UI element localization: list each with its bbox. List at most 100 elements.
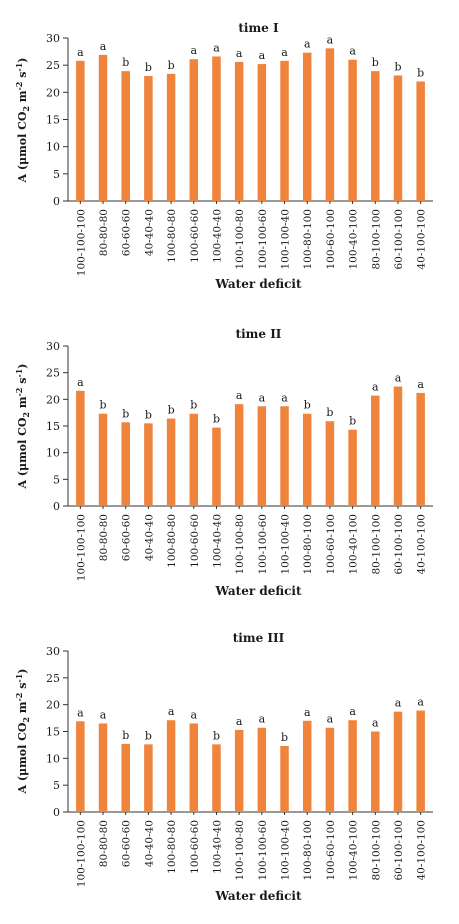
x-tick-label: 40-40-40 [143, 820, 155, 867]
bar [98, 413, 108, 506]
bar [416, 392, 425, 506]
x-tick-label: 60-100-100 [393, 820, 405, 881]
bar [325, 727, 335, 812]
x-tick-label: 80-100-100 [370, 820, 382, 881]
bar [393, 386, 403, 506]
bar [144, 744, 153, 812]
significance-letter: b [304, 399, 311, 412]
x-tick-label: 100-100-80 [234, 820, 246, 881]
y-tick-label: 20 [46, 393, 60, 406]
x-tick-label: 60-100-100 [393, 514, 405, 575]
x-tick-label: 100-40-100 [348, 820, 360, 881]
x-tick-label: 100-40-100 [348, 209, 360, 270]
bar [371, 395, 380, 506]
bar [212, 56, 221, 202]
bar [212, 427, 221, 506]
bar [325, 48, 335, 201]
x-tick-label: 100-60-60 [189, 514, 201, 568]
bar [121, 71, 130, 201]
bar [280, 60, 289, 201]
significance-letter: b [168, 59, 175, 72]
x-tick-label: 60-60-60 [121, 820, 133, 867]
significance-letter: a [100, 40, 107, 53]
significance-letter: a [281, 391, 288, 404]
significance-letter: a [259, 391, 266, 404]
x-tick-label: 40-100-100 [416, 209, 428, 270]
significance-letter: b [100, 399, 107, 412]
bar [302, 720, 312, 812]
bar [144, 76, 153, 201]
x-tick-label: 80-80-80 [98, 820, 110, 867]
bar [144, 423, 153, 506]
bar [257, 406, 267, 506]
bar [166, 720, 176, 812]
significance-letter: b [145, 408, 152, 421]
bar [257, 727, 267, 812]
chart-title: time I [238, 21, 279, 35]
chart-title: time III [233, 631, 285, 645]
significance-letter: b [417, 66, 424, 79]
y-tick-label: 15 [46, 726, 60, 739]
y-tick-label: 15 [46, 420, 60, 433]
x-tick-label: 80-100-100 [370, 209, 382, 270]
significance-letter: a [349, 705, 356, 718]
x-tick-label: 100-100-60 [257, 820, 269, 881]
bar [189, 413, 199, 506]
significance-letter: b [122, 407, 129, 420]
significance-letter: a [236, 715, 243, 728]
x-tick-label: 100-60-100 [325, 514, 337, 575]
y-tick-label: 10 [46, 752, 60, 765]
x-tick-label: 100-100-80 [234, 209, 246, 270]
x-tick-label: 100-100-80 [234, 514, 246, 575]
x-tick-label: 60-100-100 [393, 209, 405, 270]
significance-letter: a [281, 46, 288, 59]
significance-letter: b [145, 61, 152, 74]
y-tick-label: 15 [46, 114, 60, 127]
y-tick-label: 20 [46, 86, 60, 99]
x-tick-label: 100-80-80 [166, 209, 178, 263]
significance-letter: b [213, 413, 220, 426]
significance-letter: a [395, 372, 402, 385]
bar [416, 81, 425, 201]
significance-letter: a [395, 697, 402, 710]
y-axis-label: A (μmol CO2 m-2 s-1) [14, 363, 31, 489]
significance-letter: b [145, 729, 152, 742]
significance-letter: b [372, 56, 379, 69]
bar [189, 723, 199, 812]
bar [348, 429, 357, 506]
bar [98, 54, 108, 201]
y-tick-label: 25 [46, 367, 60, 380]
bar [348, 59, 357, 201]
x-tick-label: 100-40-40 [211, 209, 223, 263]
bar [302, 413, 312, 506]
bar [234, 729, 244, 812]
x-tick-label: 60-60-60 [121, 209, 133, 256]
x-tick-label: 100-40-40 [211, 514, 223, 568]
x-tick-label: 100-80-80 [166, 514, 178, 568]
bar [121, 743, 130, 812]
x-tick-label: 100-60-100 [325, 209, 337, 270]
x-tick-label: 100-100-60 [257, 209, 269, 270]
bar [280, 406, 289, 506]
significance-letter: b [213, 729, 220, 742]
significance-letter: b [122, 729, 129, 742]
x-tick-label: 80-100-100 [370, 514, 382, 575]
bar [76, 60, 85, 201]
significance-letter: a [191, 708, 198, 721]
y-axis-label: A (μmol CO2 m-2 s-1) [14, 668, 31, 794]
significance-letter: b [394, 60, 401, 73]
significance-letter: a [77, 706, 84, 719]
bar [212, 744, 221, 812]
bar [348, 720, 357, 812]
significance-letter: b [349, 415, 356, 428]
x-tick-label: 100-80-80 [166, 820, 178, 874]
y-tick-label: 30 [46, 32, 60, 45]
significance-letter: a [372, 381, 379, 394]
x-tick-label: 100-60-60 [189, 820, 201, 874]
significance-letter: a [236, 47, 243, 60]
bar [234, 61, 244, 202]
bar [98, 723, 108, 812]
x-tick-label: 40-40-40 [143, 209, 155, 256]
significance-letter: a [372, 717, 379, 730]
y-tick-label: 30 [46, 340, 60, 353]
